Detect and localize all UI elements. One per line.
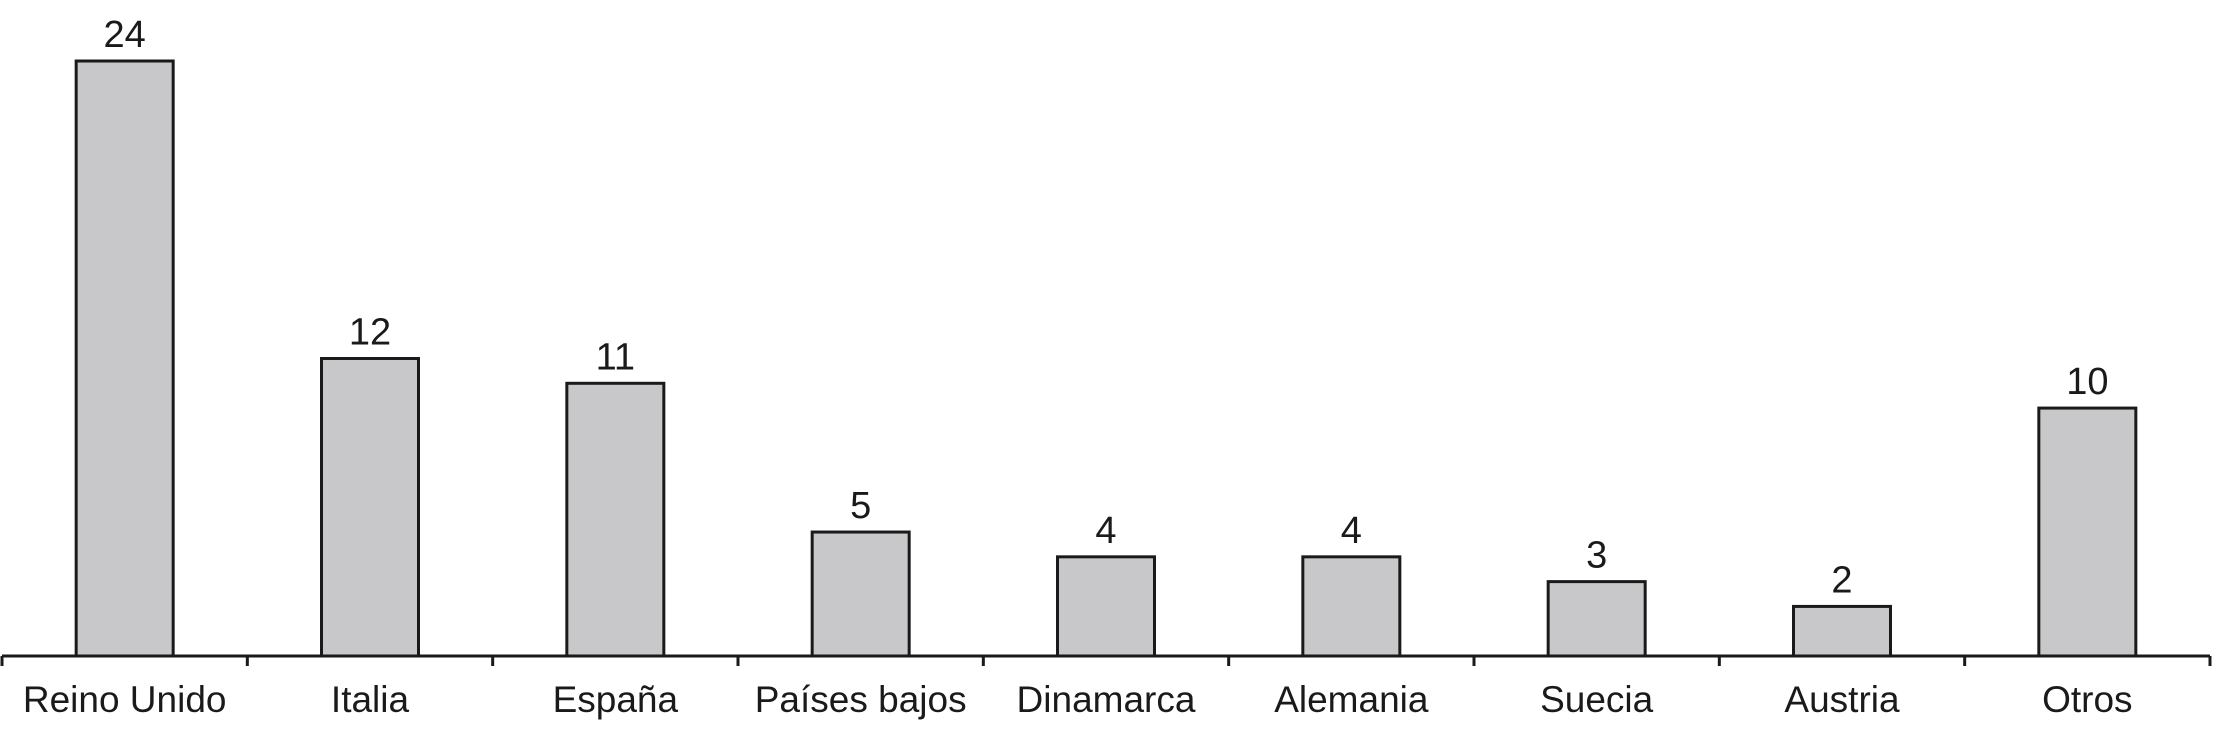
value-label-italia: 12 xyxy=(349,312,391,354)
bar-alemania xyxy=(1301,555,1402,658)
bar-reino-unido xyxy=(74,59,175,658)
category-label-otros: Otros xyxy=(2042,679,2132,720)
value-label-otros: 10 xyxy=(2066,361,2108,403)
category-label-reino-unido: Reino Unido xyxy=(23,679,227,720)
category-label-dinamarca: Dinamarca xyxy=(1017,679,1196,720)
bar-otros xyxy=(2037,406,2138,658)
bar-italia xyxy=(320,357,420,658)
value-label-espana: 11 xyxy=(596,336,635,378)
category-label-espana: España xyxy=(553,679,679,720)
bar-espana xyxy=(565,381,666,658)
value-label-reino-unido: 24 xyxy=(104,14,146,56)
bar-austria xyxy=(1792,604,1892,658)
bar-suecia xyxy=(1546,580,1647,658)
value-label-dinamarca: 4 xyxy=(1095,510,1116,552)
category-label-italia: Italia xyxy=(331,679,410,720)
value-label-suecia: 3 xyxy=(1586,535,1607,577)
bar-dinamarca xyxy=(1056,555,1156,658)
bars-layer xyxy=(74,59,2138,658)
value-label-austria: 2 xyxy=(1831,559,1852,601)
value-label-paises-bajos: 5 xyxy=(850,485,871,527)
bar-paises-bajos xyxy=(810,530,911,658)
x-axis-category-labels: Reino Unido Italia España Países bajos Dinam… xyxy=(23,679,2133,720)
category-label-austria: Austria xyxy=(1784,679,1900,720)
category-label-alemania: Alemania xyxy=(1274,679,1429,720)
value-labels-layer: 24 12 11 5 4 4 3 2 10 xyxy=(104,14,2109,601)
category-label-paises-bajos: Países bajos xyxy=(755,679,967,720)
category-label-suecia: Suecia xyxy=(1540,679,1654,720)
value-label-alemania: 4 xyxy=(1341,510,1362,552)
x-axis-ticks xyxy=(0,656,2212,666)
